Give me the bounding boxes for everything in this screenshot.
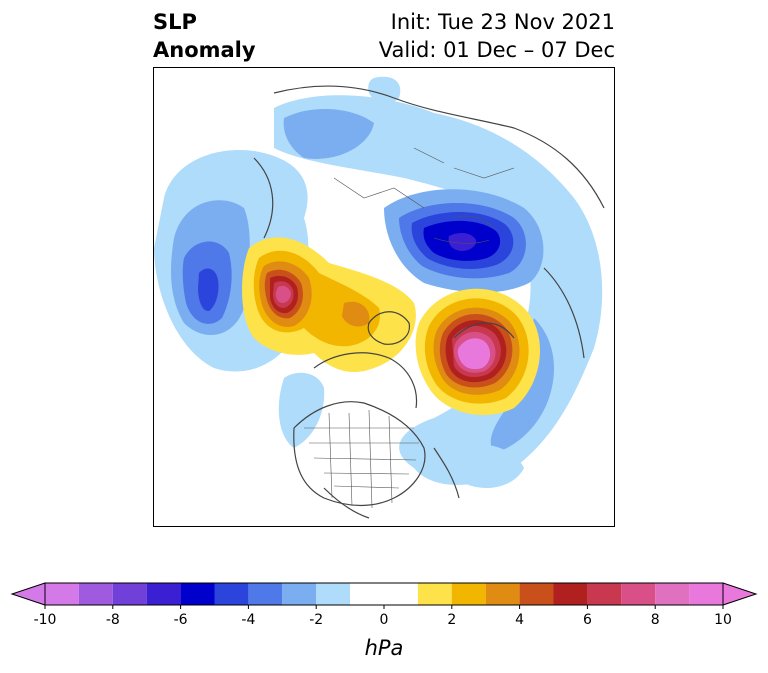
colorbar-tick-label: -8 xyxy=(106,612,120,624)
colorbar-tick-label: -6 xyxy=(174,612,188,624)
colorbar-swatch xyxy=(282,583,317,605)
colorbar-tick-label: 8 xyxy=(651,612,660,624)
colorbar-extend-low xyxy=(10,582,46,606)
colorbar-tick-label: 0 xyxy=(380,612,389,624)
colorbar-swatch xyxy=(655,583,690,605)
init-date-label: Init: Tue 23 Nov 2021 xyxy=(390,10,615,34)
colorbar-swatch xyxy=(45,583,79,605)
colorbar-tick-label: -4 xyxy=(241,612,255,624)
colorbar-swatch xyxy=(451,583,486,605)
colorbar-swatch xyxy=(248,583,283,605)
colorbar-tick-label: 10 xyxy=(714,612,732,624)
colorbar-swatch xyxy=(587,583,622,605)
colorbar-swatch xyxy=(146,583,181,605)
colorbar-swatch xyxy=(214,583,249,605)
valid-range-label: Valid: 01 Dec – 07 Dec xyxy=(378,38,615,62)
coastlines xyxy=(253,85,605,519)
colorbar-swatch xyxy=(519,583,554,605)
colorbar-swatch xyxy=(689,583,723,605)
colorbar-unit-label: hPa xyxy=(364,636,404,660)
title-line-1: SLP xyxy=(153,10,197,34)
colorbar-tick-label: -10 xyxy=(34,612,57,624)
map-panel xyxy=(153,67,615,527)
colorbar-swatch xyxy=(417,583,452,605)
colorbar-tick-label: -2 xyxy=(309,612,323,624)
colorbar-extend-high xyxy=(722,582,758,606)
political-borders xyxy=(304,147,515,509)
negative-anomaly-field xyxy=(154,76,603,488)
colorbar-swatch xyxy=(180,583,215,605)
colorbar-swatches xyxy=(10,582,758,606)
anomaly-map xyxy=(154,76,605,519)
colorbar-swatch xyxy=(350,583,418,605)
title-line-2: Anomaly xyxy=(153,38,256,62)
colorbar-ticks: -10 -8 -6 -4 -2 0 2 4 6 8 10 xyxy=(34,605,732,624)
colorbar: -10 -8 -6 -4 -2 0 2 4 6 8 10 xyxy=(10,582,758,624)
colorbar-swatch xyxy=(316,583,351,605)
colorbar-swatch xyxy=(621,583,656,605)
colorbar-tick-label: 2 xyxy=(447,612,456,624)
chart-title: SLP Anomaly xyxy=(153,8,256,64)
colorbar-tick-label: 6 xyxy=(583,612,592,624)
colorbar-swatch xyxy=(553,583,588,605)
colorbar-swatch xyxy=(485,583,520,605)
positive-anomaly-field xyxy=(242,237,541,416)
run-info: Init: Tue 23 Nov 2021 Valid: 01 Dec – 07… xyxy=(379,8,615,64)
colorbar-tick-label: 4 xyxy=(515,612,524,624)
colorbar-swatch xyxy=(78,583,113,605)
colorbar-swatch xyxy=(112,583,147,605)
